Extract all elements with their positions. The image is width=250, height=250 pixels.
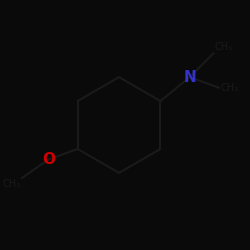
Text: N: N: [183, 70, 196, 85]
Text: CH₃: CH₃: [215, 42, 233, 52]
Text: CH₃: CH₃: [3, 179, 21, 189]
Text: CH₃: CH₃: [220, 83, 238, 93]
Text: O: O: [42, 152, 55, 167]
